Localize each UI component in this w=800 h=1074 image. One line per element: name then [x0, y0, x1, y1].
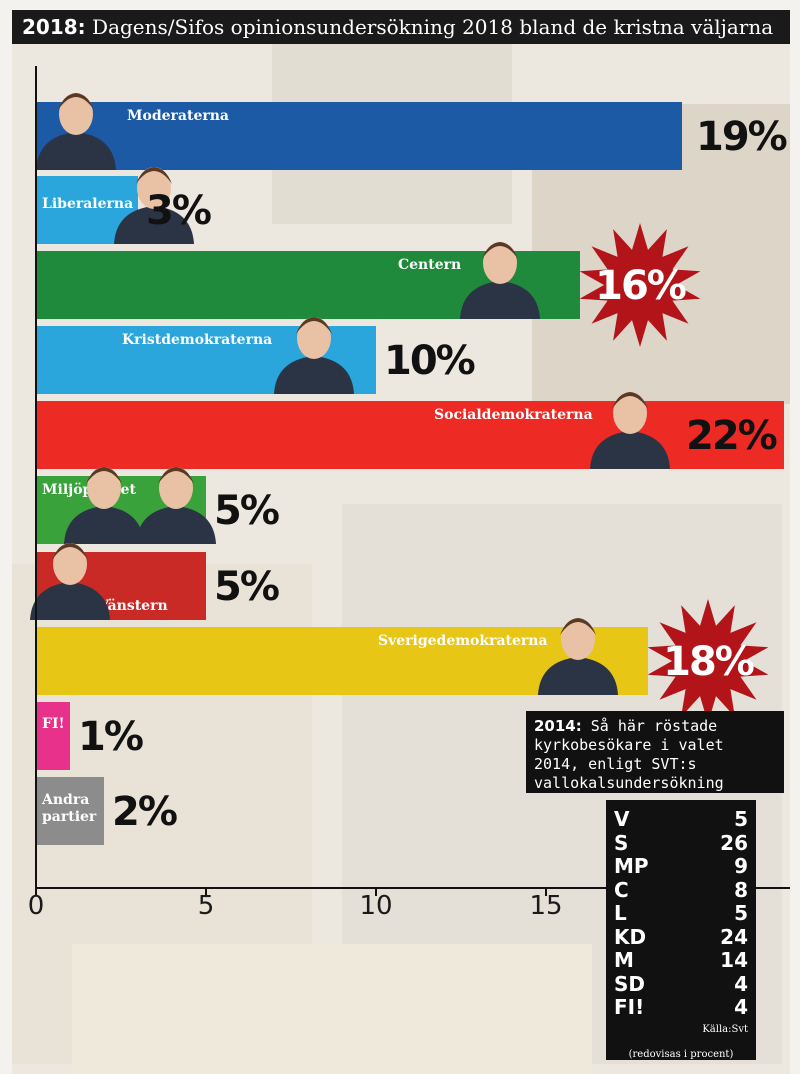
bar-group-4: Socialdemokraterna 22%	[36, 392, 784, 469]
chart-title: 2018: Dagens/Sifos opinionsundersökning …	[12, 10, 790, 44]
bar-group-3: Kristdemokraterna 10%	[36, 317, 477, 394]
bar-group-2: Centern 16%	[36, 223, 701, 347]
x-tick-label-1: 5	[198, 891, 215, 921]
results-2014-party: KD	[614, 924, 647, 949]
leader-portrait-7	[538, 618, 618, 695]
x-tick-label-3: 15	[529, 891, 562, 921]
leader-portrait-0	[36, 93, 116, 170]
results-2014-value: 26	[720, 830, 748, 855]
results-2014-value: 4	[734, 971, 748, 996]
bar-label-9: Andra partier	[41, 792, 97, 825]
title-text: Dagens/Sifos opinionsundersökning 2018 b…	[92, 15, 774, 39]
bar-group-5: Miljöpartiet5%	[36, 467, 281, 544]
results-2014-value: 5	[734, 807, 748, 831]
title-year: 2018:	[22, 15, 86, 39]
results-2014-value: 4	[734, 995, 748, 1019]
bar-label-1: Liberalerna	[42, 196, 133, 212]
bar-9	[36, 777, 104, 845]
bars-layer: Moderaterna 19% Liberalerna 3% Centern 16% Kri…	[30, 93, 789, 845]
results-2014-row: S 26	[614, 830, 748, 856]
bar-group-8: FI! 1%	[36, 702, 145, 770]
x-tick-label-0: 0	[28, 891, 45, 921]
bar-group-0: Moderaterna 19%	[36, 93, 789, 170]
results-2014-description: Så här röstade kyrkobesökare i valet 201…	[534, 717, 724, 792]
results-2014-heading: 2014: Så här röstade kyrkobesökare i val…	[526, 711, 784, 793]
value-label-9: 2%	[112, 789, 177, 835]
value-label-5: 5%	[214, 488, 279, 534]
x-tick-label-2: 10	[359, 891, 392, 921]
value-label-4: 22%	[686, 413, 777, 459]
bar-8	[36, 702, 70, 770]
results-2014-value: 24	[720, 924, 748, 949]
bar-label-2: Centern	[398, 257, 461, 273]
value-label-2: 16%	[595, 263, 686, 309]
results-2014-party: FI!	[614, 995, 645, 1019]
ticks-layer: 0 5 10 15	[28, 888, 563, 921]
results-2014-value: 5	[734, 901, 748, 925]
value-label-7: 18%	[663, 639, 754, 685]
bar-group-7: Sverigedemokraterna 18%	[36, 599, 769, 723]
starburst-2	[579, 223, 701, 347]
results-2014-party: M	[614, 948, 634, 972]
value-label-0: 19%	[696, 114, 787, 160]
results-2014-value: 14	[720, 948, 748, 972]
results-2014-value: 9	[734, 854, 748, 878]
results-2014-row: FI! 4	[614, 995, 748, 1020]
bar-group-6: Vänstern 5%	[30, 543, 281, 620]
bar-label-3: Kristdemokraterna	[122, 332, 272, 348]
results-2014-row: SD 4	[614, 971, 748, 997]
unit-note: (redovisas i procent)	[628, 1048, 734, 1060]
bar-group-1: Liberalerna 3%	[36, 167, 213, 244]
value-label-1: 3%	[146, 188, 211, 234]
value-label-6: 5%	[214, 564, 279, 610]
results-2014-party: V	[614, 807, 630, 831]
results-2014-table: V 5 S 26 MP 9 C 8 L 5 KD 24 M 14 SD 4 FI! 4 Källa:Svt (re…	[606, 800, 756, 1060]
bar-label-8: FI!	[42, 716, 65, 732]
bar-4	[36, 401, 784, 469]
results-2014-value: 8	[734, 877, 748, 902]
bar-label-6: Vänstern	[97, 598, 168, 614]
results-2014-party: SD	[614, 971, 646, 996]
leader-portrait-2	[460, 242, 540, 319]
starburst-7	[647, 599, 769, 723]
results-2014-party: L	[614, 901, 627, 925]
leader-portrait-4	[590, 392, 670, 469]
leader-portrait-5	[136, 467, 216, 544]
value-label-3: 10%	[384, 338, 475, 384]
results-2014-row: KD 24	[614, 924, 748, 950]
bar-label-0: Moderaterna	[127, 108, 229, 124]
results-2014-party: MP	[614, 854, 649, 878]
leader-portrait-1	[114, 167, 194, 244]
results-2014-year: 2014:	[534, 717, 582, 735]
bar-0	[36, 102, 682, 170]
value-label-8: 1%	[78, 714, 143, 760]
results-2014-party: C	[614, 877, 629, 902]
leader-portrait-3	[274, 317, 354, 394]
source-credit: Källa:Svt	[702, 1023, 748, 1035]
leader-portrait-5b	[64, 467, 144, 544]
bar-group-9: Andra partier 2%	[36, 777, 179, 845]
bar-label-4: Socialdemokraterna	[434, 407, 593, 423]
results-2014-row: MP 9	[614, 854, 748, 879]
results-2014-row: M 14	[614, 948, 748, 973]
bar-label-7: Sverigedemokraterna	[378, 633, 548, 649]
leader-portrait-6	[30, 543, 110, 620]
results-2014-party: S	[614, 830, 629, 855]
